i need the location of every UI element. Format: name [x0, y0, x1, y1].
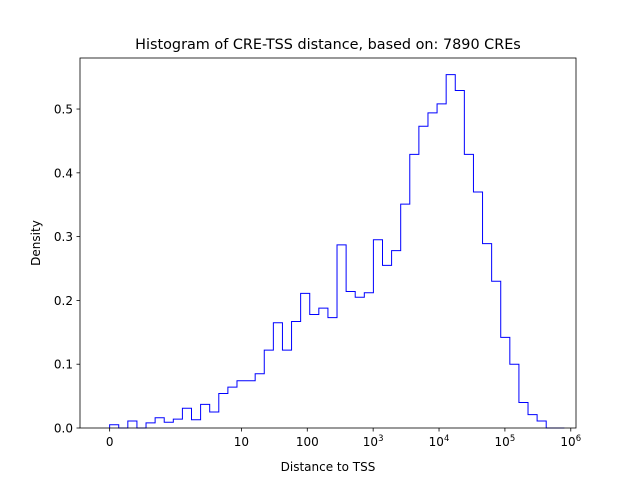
- histogram-bin: [464, 154, 473, 428]
- histogram-bin: [419, 126, 428, 428]
- x-tick-label: 100: [296, 435, 319, 449]
- histogram-bin: [228, 387, 237, 428]
- histogram-bin: [519, 402, 528, 428]
- x-tick-label: 104: [429, 434, 450, 449]
- histogram-bin: [501, 337, 510, 428]
- histogram-bin: [237, 381, 246, 428]
- axes-frame: [79, 57, 577, 429]
- histogram-bin: [310, 314, 319, 428]
- y-tick-label: 0.3: [54, 230, 73, 244]
- x-axis-label: Distance to TSS: [281, 460, 376, 474]
- histogram-bin: [201, 404, 210, 428]
- histogram-bin: [364, 293, 373, 428]
- histogram-bin: [155, 418, 164, 428]
- histogram-bin: [319, 308, 328, 428]
- y-axis: 0.0 0.1 0.2 0.3 0.4 0.5: [54, 103, 80, 436]
- histogram-bin: [455, 91, 464, 428]
- histogram-bin: [392, 251, 401, 428]
- histogram-bin: [410, 154, 419, 428]
- histogram-bin: [282, 350, 291, 428]
- x-axis: 0 10 100 103 104 105 106: [106, 428, 581, 449]
- histogram-step-line: [109, 74, 565, 429]
- histogram-bin: [255, 374, 264, 428]
- y-tick-label: 0.0: [54, 422, 73, 436]
- y-tick-label: 0.5: [54, 103, 73, 117]
- histogram-bin: [401, 204, 410, 428]
- histogram-bin: [210, 412, 219, 428]
- histogram-bin: [292, 321, 301, 428]
- histogram-bin: [301, 293, 310, 428]
- histogram-bin: [182, 408, 191, 428]
- y-axis-label: Density: [29, 220, 43, 266]
- x-tick-label: 10: [234, 435, 249, 449]
- histogram-bin: [473, 192, 482, 428]
- histogram-bin: [110, 425, 119, 428]
- histogram-bin: [373, 240, 382, 428]
- histogram-bin: [437, 104, 446, 428]
- histogram-bin: [492, 281, 501, 428]
- x-tick-label: 103: [363, 434, 384, 449]
- plot-area: [109, 74, 565, 429]
- histogram-bin: [219, 394, 228, 428]
- histogram-bin: [383, 265, 392, 428]
- histogram-bin: [510, 364, 519, 428]
- histogram-bin: [537, 421, 546, 428]
- histogram-bin: [146, 423, 155, 428]
- histogram-bin: [337, 245, 346, 428]
- x-tick-label: 106: [560, 434, 581, 449]
- histogram-bin: [173, 419, 182, 428]
- histogram-bin: [164, 422, 173, 428]
- histogram-bin: [273, 323, 282, 428]
- x-tick-label: 105: [495, 434, 516, 449]
- histogram-bin: [128, 421, 137, 428]
- histogram-bin: [446, 75, 455, 428]
- histogram-bin: [346, 291, 355, 428]
- chart-title: Histogram of CRE-TSS distance, based on:…: [135, 37, 521, 53]
- y-tick-label: 0.2: [54, 294, 73, 308]
- histogram-bin: [483, 244, 492, 428]
- histogram-bin: [192, 420, 201, 428]
- histogram-bin: [428, 113, 437, 428]
- histogram-bin: [264, 350, 273, 428]
- histogram-bin: [246, 381, 255, 428]
- histogram-bin: [355, 297, 364, 428]
- x-tick-label: 0: [106, 435, 114, 449]
- y-tick-label: 0.1: [54, 358, 73, 372]
- histogram-bin: [528, 415, 537, 428]
- histogram-bin: [328, 318, 337, 428]
- y-tick-label: 0.4: [54, 166, 73, 180]
